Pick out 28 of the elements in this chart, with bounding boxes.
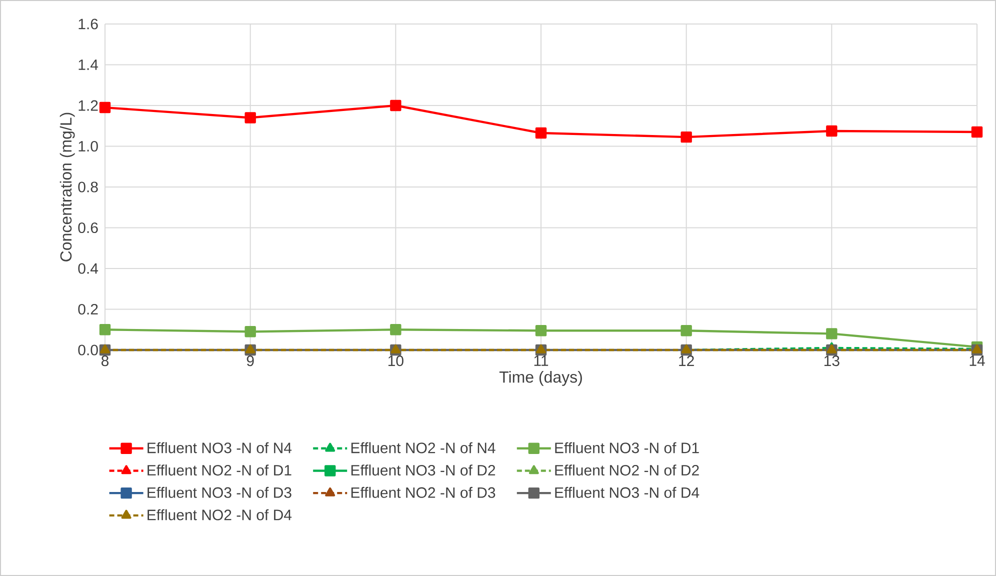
y-tick-label: 0.0 (78, 344, 98, 356)
x-tick-label: 9 (246, 356, 254, 366)
x-tick-label: 8 (101, 356, 109, 366)
legend-label: Effluent NO3 -N of D2 (351, 464, 496, 476)
x-tick-label: 14 (970, 356, 985, 366)
x-axis-title: Time (days) (499, 370, 582, 386)
x-tick-label: 13 (824, 356, 840, 366)
legend-label: Effluent NO3 -N of N4 (148, 442, 292, 454)
y-tick-label: 0.8 (78, 182, 98, 192)
legend-label: Effluent NO3 -N of D3 (148, 486, 292, 498)
legend-label: Effluent NO2 -N of D4 (148, 509, 292, 520)
y-axis-title: Concentration (mg/L) (60, 112, 75, 262)
y-tick-label: 1.0 (78, 140, 98, 152)
y-tick-label: 0.4 (78, 263, 98, 274)
y-tick-label: 1.4 (78, 60, 98, 70)
legend-label: Effluent NO2 -N of D3 (351, 486, 496, 498)
legend-label: Effluent NO2 -N of D1 (148, 464, 292, 476)
legend-label: Effluent NO2 -N of N4 (351, 442, 496, 454)
y-tick-label: 1.2 (78, 100, 98, 111)
legend-label: Effluent NO3 -N of D1 (555, 442, 699, 454)
y-tick-label: 1.6 (78, 18, 98, 30)
y-tick-label: 0.6 (78, 222, 98, 234)
x-tick-label: 12 (679, 356, 694, 366)
x-tick-label: 11 (534, 356, 548, 366)
x-tick-label: 10 (388, 356, 404, 366)
y-tick-label: 0.2 (78, 304, 98, 315)
legend-label: Effluent NO2 -N of D2 (555, 464, 699, 476)
legend-label: Effluent NO3 -N of D4 (555, 486, 700, 498)
